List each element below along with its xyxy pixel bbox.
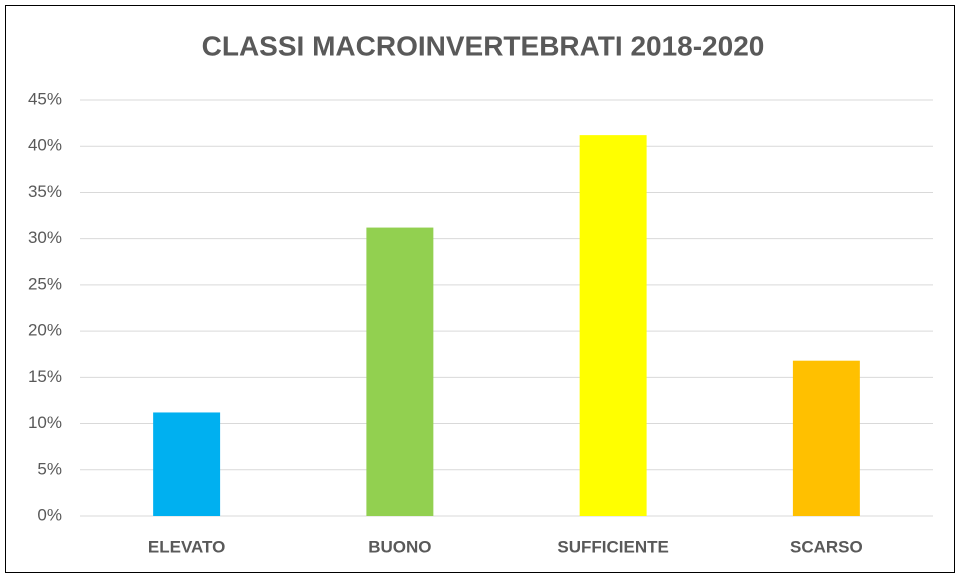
bar <box>579 135 647 516</box>
y-tick-label: 40% <box>28 136 62 155</box>
bar <box>792 360 860 516</box>
y-tick-label: 0% <box>37 505 62 524</box>
y-tick-label: 20% <box>28 321 62 340</box>
bar <box>153 412 221 516</box>
y-tick-label: 35% <box>28 182 62 201</box>
y-tick-label: 30% <box>28 228 62 247</box>
y-tick-label: 5% <box>37 459 62 478</box>
x-tick-label: SUFFICIENTE <box>557 537 668 556</box>
bar <box>366 227 434 516</box>
x-tick-label: BUONO <box>368 537 431 556</box>
y-tick-label: 45% <box>28 89 62 108</box>
x-tick-label: ELEVATO <box>148 537 225 556</box>
x-tick-label: SCARSO <box>790 537 863 556</box>
y-tick-label: 15% <box>28 367 62 386</box>
y-tick-label: 10% <box>28 413 62 432</box>
chart-title: CLASSI MACROINVERTEBRATI 2018-2020 <box>202 30 765 61</box>
y-tick-label: 25% <box>28 274 62 293</box>
